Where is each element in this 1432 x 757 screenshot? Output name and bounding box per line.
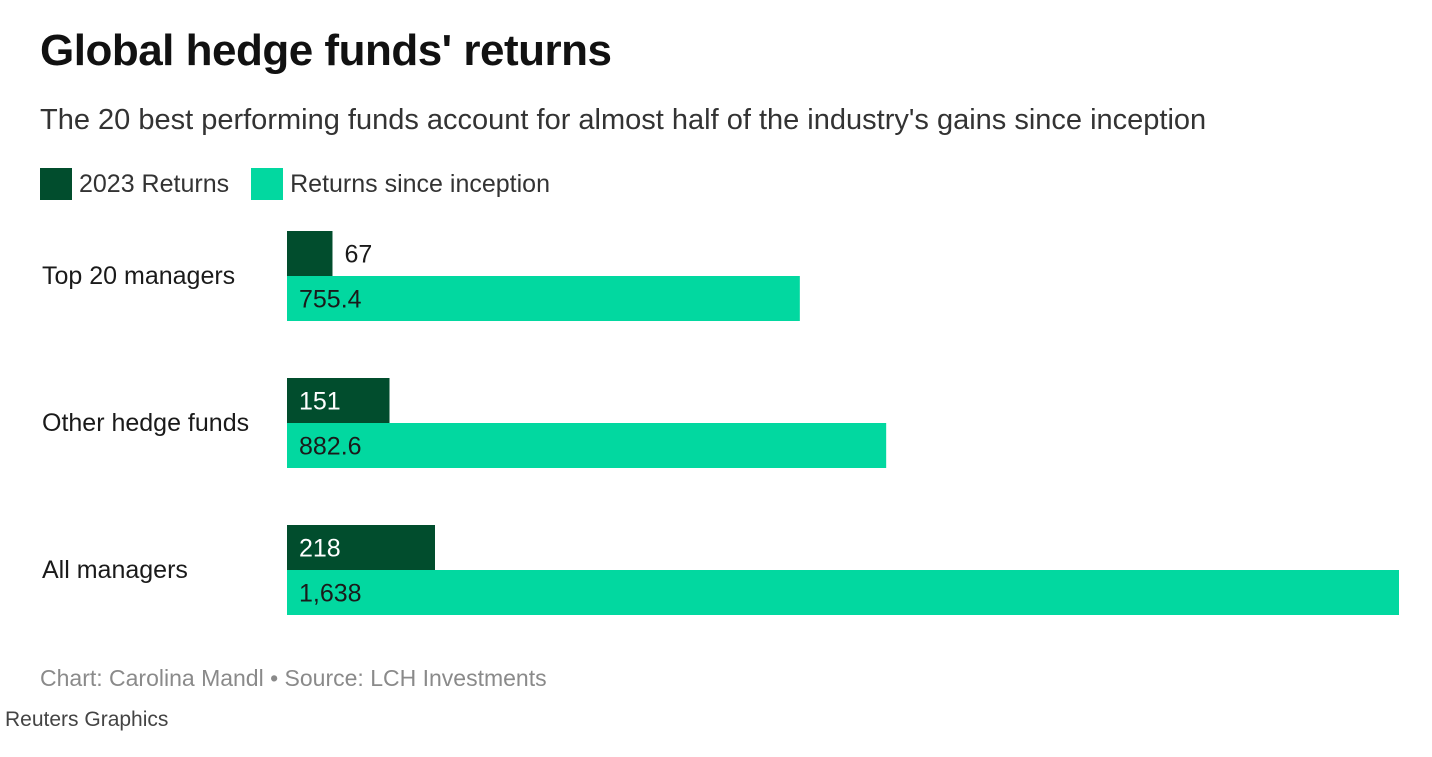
legend-swatch-returns-since-inception [251,168,284,200]
bar-chart: Top 20 managers 67 755.4 Other hedge funds 1… [42,231,1399,615]
bar-returns-since-inception-top-20-managers [287,276,800,321]
category-label-all-managers: All managers [42,556,188,584]
data-label-returns-since-inception-other-hedge-funds: 882.6 [299,433,362,461]
legend-label-2023-returns: 2023 Returns [79,169,230,198]
legend: 2023 Returns Returns since inception [40,168,572,200]
data-label-2023-returns-other-hedge-funds: 151 [299,388,341,416]
bar-2023-returns-top-20-managers [287,231,333,276]
bar-2023-returns-other-hedge-funds [287,378,390,423]
category-label-top-20-managers: Top 20 managers [42,262,235,290]
data-label-2023-returns-top-20-managers: 67 [344,241,372,269]
bar-returns-since-inception-other-hedge-funds [287,423,887,468]
bar-2023-returns-all-managers [287,525,435,570]
legend-item-returns-since-inception: Returns since inception [251,168,550,200]
legend-label-returns-since-inception: Returns since inception [290,169,550,198]
bar-returns-since-inception-all-managers [287,570,1399,615]
chart-subtitle: The 20 best performing funds account for… [40,104,1207,136]
chart-title: Global hedge funds' returns [40,26,612,75]
chart-credit: Reuters Graphics [5,708,169,731]
data-label-2023-returns-all-managers: 218 [299,535,341,563]
legend-item-2023-returns: 2023 Returns [40,168,229,200]
chart-source: Chart: Carolina Mandl • Source: LCH Inve… [40,665,547,691]
category-label-other-hedge-funds: Other hedge funds [42,409,249,437]
legend-swatch-2023-returns [40,168,72,200]
data-label-returns-since-inception-all-managers: 1,638 [299,580,362,608]
data-label-returns-since-inception-top-20-managers: 755.4 [299,286,362,314]
